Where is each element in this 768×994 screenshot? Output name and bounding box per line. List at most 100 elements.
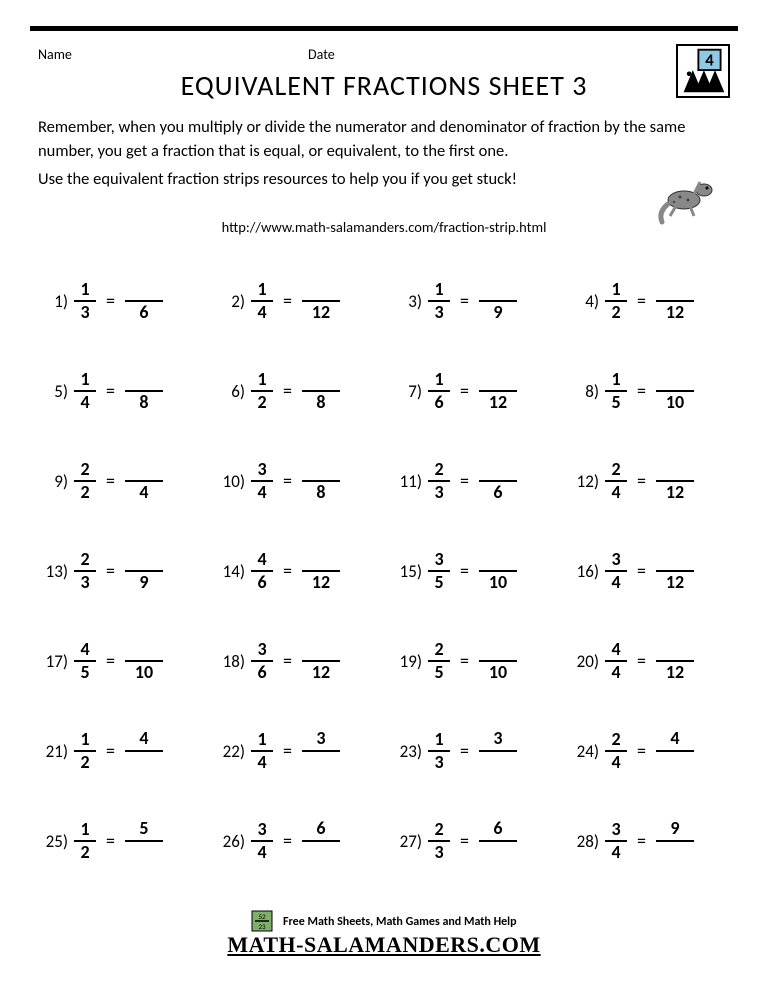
numerator: 4	[80, 640, 89, 659]
answer-numerator[interactable]	[496, 639, 500, 659]
answer-fraction[interactable]: 5	[125, 819, 163, 863]
answer-fraction[interactable]: 9	[656, 819, 694, 863]
footer: 5223 Free Math Sheets, Math Games and Ma…	[0, 910, 768, 958]
answer-fraction[interactable]: 6	[125, 279, 163, 323]
answer-denominator[interactable]: 9	[493, 303, 502, 323]
answer-denominator[interactable]: 12	[312, 573, 330, 593]
problem-number: 18)	[215, 651, 245, 672]
problem-1: 1)13= 6	[30, 260, 207, 342]
answer-denominator[interactable]: 10	[489, 663, 507, 683]
answer-denominator[interactable]	[673, 843, 677, 863]
answer-denominator[interactable]: 10	[666, 393, 684, 413]
answer-numerator[interactable]: 9	[670, 819, 679, 839]
answer-fraction[interactable]: 4	[656, 729, 694, 773]
answer-denominator[interactable]	[142, 753, 146, 773]
answer-fraction[interactable]: 12	[302, 279, 340, 323]
answer-numerator[interactable]	[319, 369, 323, 389]
answer-fraction[interactable]: 8	[302, 369, 340, 413]
answer-numerator[interactable]	[673, 369, 677, 389]
answer-fraction[interactable]: 12	[302, 549, 340, 593]
answer-numerator[interactable]	[142, 639, 146, 659]
answer-denominator[interactable]: 8	[316, 483, 325, 503]
problems-grid: 1)13= 62)14= 123)13= 94)12= 125)14= 86)1…	[30, 260, 738, 882]
given-fraction: 12	[605, 280, 627, 322]
answer-denominator[interactable]	[673, 753, 677, 773]
answer-numerator[interactable]: 4	[139, 729, 148, 749]
answer-numerator[interactable]	[673, 639, 677, 659]
answer-denominator[interactable]: 12	[312, 303, 330, 323]
answer-numerator[interactable]: 5	[139, 819, 148, 839]
answer-fraction[interactable]: 12	[656, 639, 694, 683]
answer-denominator[interactable]: 12	[666, 573, 684, 593]
answer-fraction[interactable]: 9	[479, 279, 517, 323]
answer-numerator[interactable]	[319, 459, 323, 479]
answer-denominator[interactable]: 4	[139, 483, 148, 503]
answer-fraction[interactable]: 12	[656, 549, 694, 593]
answer-denominator[interactable]: 10	[135, 663, 153, 683]
answer-numerator[interactable]	[142, 369, 146, 389]
answer-numerator[interactable]	[319, 549, 323, 569]
equals-sign: =	[106, 830, 115, 852]
answer-fraction[interactable]: 10	[125, 639, 163, 683]
answer-numerator[interactable]	[496, 369, 500, 389]
answer-fraction[interactable]: 10	[479, 549, 517, 593]
answer-numerator[interactable]: 6	[493, 819, 502, 839]
answer-denominator[interactable]: 8	[316, 393, 325, 413]
numerator: 3	[611, 550, 620, 569]
answer-denominator[interactable]: 8	[139, 393, 148, 413]
answer-numerator[interactable]: 3	[493, 729, 502, 749]
answer-fraction[interactable]: 12	[656, 279, 694, 323]
denominator: 3	[434, 753, 443, 772]
answer-denominator[interactable]: 12	[312, 663, 330, 683]
answer-denominator[interactable]: 12	[666, 483, 684, 503]
given-fraction: 45	[74, 640, 96, 682]
answer-denominator[interactable]	[142, 843, 146, 863]
answer-denominator[interactable]: 12	[666, 303, 684, 323]
answer-numerator[interactable]	[142, 279, 146, 299]
answer-numerator[interactable]	[142, 459, 146, 479]
answer-denominator[interactable]: 9	[139, 573, 148, 593]
answer-denominator[interactable]	[496, 753, 500, 773]
answer-numerator[interactable]	[496, 279, 500, 299]
answer-fraction[interactable]: 4	[125, 459, 163, 503]
answer-fraction[interactable]: 9	[125, 549, 163, 593]
denominator: 6	[257, 663, 266, 682]
given-fraction: 15	[605, 370, 627, 412]
answer-fraction[interactable]: 12	[479, 369, 517, 413]
answer-fraction[interactable]: 6	[302, 819, 340, 863]
denominator: 3	[80, 573, 89, 592]
answer-fraction[interactable]: 6	[479, 459, 517, 503]
answer-denominator[interactable]: 6	[493, 483, 502, 503]
answer-fraction[interactable]: 12	[656, 459, 694, 503]
answer-fraction[interactable]: 4	[125, 729, 163, 773]
answer-denominator[interactable]: 12	[666, 663, 684, 683]
answer-numerator[interactable]	[496, 459, 500, 479]
answer-numerator[interactable]	[496, 549, 500, 569]
date-label: Date	[308, 46, 335, 63]
answer-numerator[interactable]: 4	[670, 729, 679, 749]
answer-denominator[interactable]	[319, 843, 323, 863]
denominator: 4	[257, 303, 266, 322]
answer-numerator[interactable]	[319, 279, 323, 299]
answer-denominator[interactable]: 10	[489, 573, 507, 593]
answer-fraction[interactable]: 3	[479, 729, 517, 773]
answer-denominator[interactable]	[319, 753, 323, 773]
answer-numerator[interactable]	[673, 549, 677, 569]
answer-fraction[interactable]: 3	[302, 729, 340, 773]
answer-fraction[interactable]: 10	[656, 369, 694, 413]
answer-denominator[interactable]: 6	[139, 303, 148, 323]
answer-fraction[interactable]: 8	[302, 459, 340, 503]
answer-fraction[interactable]: 10	[479, 639, 517, 683]
answer-numerator[interactable]	[673, 459, 677, 479]
answer-numerator[interactable]: 6	[316, 819, 325, 839]
answer-fraction[interactable]: 8	[125, 369, 163, 413]
answer-fraction[interactable]: 12	[302, 639, 340, 683]
answer-denominator[interactable]	[496, 843, 500, 863]
answer-numerator[interactable]	[319, 639, 323, 659]
answer-fraction[interactable]: 6	[479, 819, 517, 863]
answer-numerator[interactable]	[142, 549, 146, 569]
answer-numerator[interactable]: 3	[316, 729, 325, 749]
answer-denominator[interactable]: 12	[489, 393, 507, 413]
answer-numerator[interactable]	[673, 279, 677, 299]
problem-number: 19)	[392, 651, 422, 672]
